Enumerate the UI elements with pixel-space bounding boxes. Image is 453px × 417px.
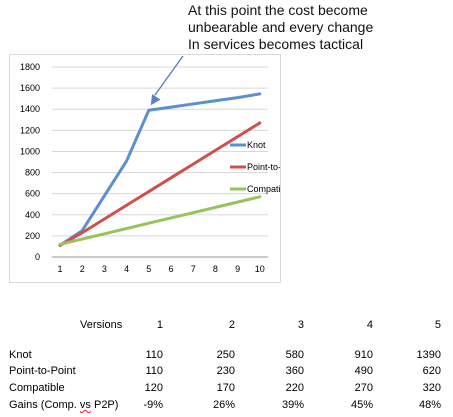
table-cell: 39% bbox=[281, 399, 304, 411]
table-cell: 360 bbox=[285, 365, 304, 377]
table-cell: 910 bbox=[354, 349, 373, 361]
series-line bbox=[58, 121, 262, 247]
table-row-label: Compatible bbox=[9, 382, 65, 394]
table-cell: 1390 bbox=[416, 349, 441, 361]
table-header-label: Versions bbox=[80, 319, 123, 331]
y-tick-label: 600 bbox=[25, 189, 40, 199]
table-cell: 620 bbox=[422, 365, 441, 377]
table-cell: 250 bbox=[216, 349, 235, 361]
y-tick-label: 800 bbox=[25, 168, 40, 178]
annotation-line: In services becomes tactical bbox=[188, 36, 364, 52]
table-cell: 110 bbox=[145, 365, 163, 377]
y-tick-label: 1600 bbox=[20, 83, 40, 93]
x-tick-label: 2 bbox=[80, 264, 85, 274]
table-row-label: Gains (Comp. vs P2P) bbox=[9, 399, 119, 411]
table-cell: 220 bbox=[285, 382, 304, 394]
table-row-label: Point-to-Point bbox=[9, 365, 76, 377]
chart-frame: 0 200 400 600 800 1000 1200 1400 1600 1800 1 2 3 4 5 6 7… bbox=[9, 54, 281, 283]
x-tick-label: 5 bbox=[146, 264, 151, 274]
table-cell: 48% bbox=[418, 399, 441, 411]
table-column-header: 1 bbox=[156, 319, 163, 331]
y-tick-label: 200 bbox=[25, 231, 40, 241]
table-column-header: 3 bbox=[297, 319, 304, 331]
x-tick-label: 7 bbox=[191, 264, 196, 274]
annotation-line: At this point the cost become bbox=[188, 2, 368, 18]
table-column-header: 2 bbox=[228, 319, 235, 331]
y-tick-label: 0 bbox=[35, 252, 40, 262]
x-tick-label: 8 bbox=[213, 264, 218, 274]
annotation-text: At this point the cost become unbearable… bbox=[188, 2, 450, 53]
table-row-label: Knot bbox=[9, 349, 32, 361]
table-cell: 270 bbox=[354, 382, 373, 394]
y-tick-label: 1400 bbox=[20, 104, 40, 114]
table-cell: 45% bbox=[350, 399, 373, 411]
table-column-header: 5 bbox=[434, 319, 441, 331]
table-cell: 230 bbox=[216, 365, 235, 377]
line-chart: 0 200 400 600 800 1000 1200 1400 1600 1800 1 2 3 4 5 6 7… bbox=[20, 62, 280, 274]
table-cell: 26% bbox=[212, 399, 235, 411]
table-cell: 320 bbox=[422, 382, 441, 394]
y-tick-label: 400 bbox=[25, 210, 40, 220]
series-line bbox=[58, 92, 262, 247]
legend-label: Knot bbox=[247, 140, 266, 150]
y-tick-label: 1200 bbox=[20, 125, 40, 135]
table-cell: 120 bbox=[144, 382, 163, 394]
table-cell: 110 bbox=[145, 349, 163, 361]
table-cell: 580 bbox=[285, 349, 304, 361]
y-tick-label: 1800 bbox=[20, 62, 40, 72]
x-tick-label: 6 bbox=[168, 264, 173, 274]
legend-label: Compatible bbox=[247, 184, 280, 194]
x-tick-label: 3 bbox=[102, 264, 107, 274]
table-cell: 170 bbox=[216, 382, 235, 394]
table-cell: 490 bbox=[354, 365, 373, 377]
table-column-header: 4 bbox=[366, 319, 373, 331]
table-cell: -9% bbox=[143, 399, 163, 411]
legend-label: Point-to-Point bbox=[247, 162, 280, 172]
series-line bbox=[58, 195, 262, 246]
x-tick-label: 10 bbox=[255, 264, 265, 274]
y-tick-label: 1000 bbox=[20, 146, 40, 156]
x-tick-label: 1 bbox=[57, 264, 62, 274]
x-tick-label: 4 bbox=[124, 264, 129, 274]
x-tick-label: 9 bbox=[235, 264, 240, 274]
annotation-line: unbearable and every change bbox=[188, 19, 374, 35]
